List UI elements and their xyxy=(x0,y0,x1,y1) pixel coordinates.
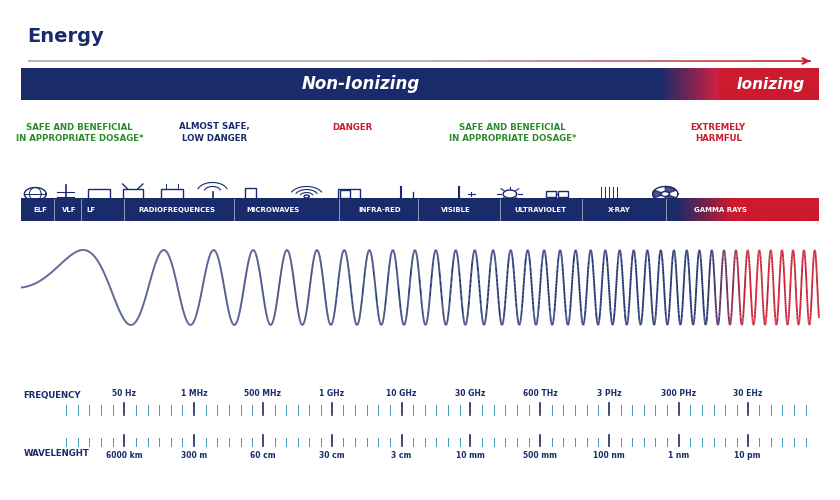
Text: 500 MHz: 500 MHz xyxy=(244,390,281,398)
Text: SAFE AND BENEFICIAL
IN APPROPRIATE DOSAGE*: SAFE AND BENEFICIAL IN APPROPRIATE DOSAG… xyxy=(449,122,576,144)
Text: LF: LF xyxy=(87,207,95,213)
Text: 1 nm: 1 nm xyxy=(668,451,690,460)
Text: VLF: VLF xyxy=(61,207,76,213)
Text: MICROWAVES: MICROWAVES xyxy=(246,207,300,213)
Text: DANGER: DANGER xyxy=(333,122,373,132)
Text: 600 THz: 600 THz xyxy=(522,390,558,398)
Text: 100 nm: 100 nm xyxy=(593,451,625,460)
Text: RADIOFREQUENCES: RADIOFREQUENCES xyxy=(138,207,215,213)
Text: X-RAY: X-RAY xyxy=(607,207,631,213)
Text: Energy: Energy xyxy=(28,28,104,46)
Text: 300 m: 300 m xyxy=(181,451,207,460)
Polygon shape xyxy=(665,196,676,202)
Text: 300 PHz: 300 PHz xyxy=(661,390,696,398)
Text: 500 mm: 500 mm xyxy=(523,451,557,460)
Text: SAFE AND BENEFICIAL
IN APPROPRIATE DOSAGE*: SAFE AND BENEFICIAL IN APPROPRIATE DOSAG… xyxy=(16,122,144,144)
Text: FREQUENCY: FREQUENCY xyxy=(24,391,81,400)
Text: 1 MHz: 1 MHz xyxy=(181,390,207,398)
Text: GAMMA RAYS: GAMMA RAYS xyxy=(695,207,747,213)
Polygon shape xyxy=(665,186,676,193)
Text: 60 cm: 60 cm xyxy=(250,451,276,460)
Text: ELF: ELF xyxy=(34,207,47,213)
Text: Ionizing: Ionizing xyxy=(737,76,806,92)
Text: ALMOST SAFE,
LOW DANGER: ALMOST SAFE, LOW DANGER xyxy=(179,122,249,144)
Text: 3 PHz: 3 PHz xyxy=(596,390,622,398)
Text: 10 GHz: 10 GHz xyxy=(386,390,417,398)
Text: 10 mm: 10 mm xyxy=(456,451,485,460)
Text: Non-Ionizing: Non-Ionizing xyxy=(302,75,420,93)
Text: EXTREMELY
HARMFUL: EXTREMELY HARMFUL xyxy=(690,122,746,144)
Text: 30 EHz: 30 EHz xyxy=(733,390,762,398)
Text: 3 cm: 3 cm xyxy=(391,451,412,460)
Text: 50 Hz: 50 Hz xyxy=(113,390,136,398)
Text: 30 GHz: 30 GHz xyxy=(455,390,486,398)
Text: 30 cm: 30 cm xyxy=(319,451,344,460)
Text: VISIBLE: VISIBLE xyxy=(441,207,471,213)
Text: ULTRAVIOLET: ULTRAVIOLET xyxy=(514,207,566,213)
Text: 6000 km: 6000 km xyxy=(106,451,143,460)
Text: 1 GHz: 1 GHz xyxy=(319,390,344,398)
Polygon shape xyxy=(653,190,662,198)
Text: WAVELENGHT: WAVELENGHT xyxy=(24,448,89,458)
Text: INFRA-RED: INFRA-RED xyxy=(359,207,401,213)
Text: 10 pm: 10 pm xyxy=(734,451,761,460)
